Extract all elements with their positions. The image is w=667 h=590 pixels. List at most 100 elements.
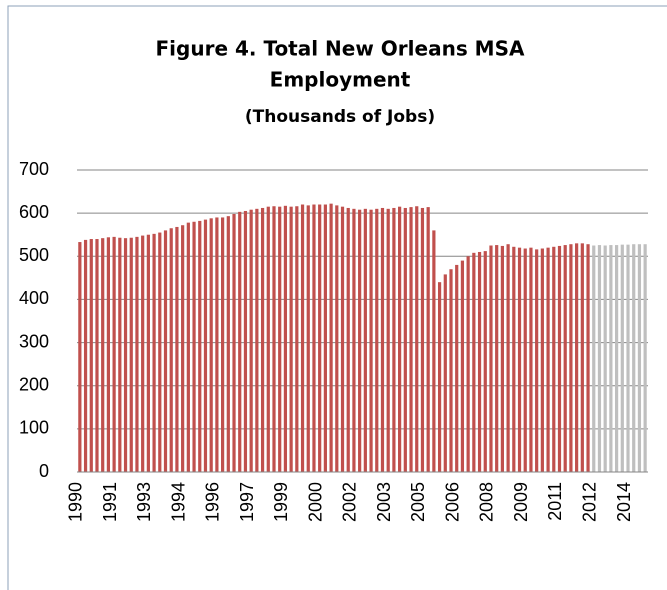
bar xyxy=(443,274,447,472)
chart-subtitle: (Thousands of Jobs) xyxy=(245,107,435,127)
bar xyxy=(129,237,133,472)
bar xyxy=(586,244,590,472)
y-tick-label: 0 xyxy=(39,461,49,481)
bar xyxy=(363,208,367,473)
bar xyxy=(158,232,162,472)
x-tick-label: 1994 xyxy=(168,482,188,522)
bar xyxy=(437,282,442,472)
bar xyxy=(95,239,99,472)
bar xyxy=(483,251,487,472)
bar xyxy=(546,247,550,472)
bar xyxy=(289,206,293,472)
x-tick-label: 1997 xyxy=(237,482,257,522)
bar xyxy=(335,205,339,472)
bar xyxy=(312,204,316,472)
bar xyxy=(398,206,402,472)
bar xyxy=(106,237,111,472)
bar xyxy=(517,247,522,472)
bar xyxy=(123,238,128,472)
bar xyxy=(637,244,642,472)
bar xyxy=(614,245,619,472)
x-tick-label: 1991 xyxy=(100,482,120,522)
bar xyxy=(283,205,288,472)
frame xyxy=(7,5,667,590)
bar xyxy=(380,207,385,473)
bar xyxy=(477,251,482,472)
y-tick-label: 200 xyxy=(19,374,49,394)
y-tick-label: 700 xyxy=(19,159,49,179)
bar xyxy=(266,206,270,472)
bar xyxy=(226,216,230,472)
bar xyxy=(512,246,516,472)
y-tick-label: 100 xyxy=(19,418,49,438)
bar xyxy=(346,207,350,473)
bar xyxy=(592,245,596,472)
bar xyxy=(163,230,168,472)
bar xyxy=(449,269,453,472)
bar xyxy=(295,206,299,473)
bar xyxy=(249,209,253,473)
y-tick-label: 600 xyxy=(19,202,49,222)
x-tick-label: 2006 xyxy=(442,482,462,522)
bar xyxy=(141,235,145,472)
bar xyxy=(415,206,419,473)
bar xyxy=(175,226,179,472)
bar xyxy=(181,225,185,472)
bar xyxy=(118,237,122,472)
bar xyxy=(506,244,510,472)
bar xyxy=(278,206,282,472)
x-tick-label: 2002 xyxy=(340,482,360,522)
x-tick-label: 1990 xyxy=(66,482,86,522)
bar xyxy=(500,245,504,472)
bar xyxy=(135,236,139,472)
bar xyxy=(352,208,356,473)
bar xyxy=(620,244,624,472)
bar xyxy=(329,203,333,472)
bar xyxy=(89,239,93,472)
bar xyxy=(146,234,150,472)
bar xyxy=(603,245,607,472)
bar xyxy=(460,260,465,472)
bar xyxy=(255,208,259,473)
bar xyxy=(306,205,310,472)
x-tick-label: 1993 xyxy=(134,482,154,522)
bar xyxy=(535,249,539,472)
bar xyxy=(426,207,430,473)
x-tick-label: 2012 xyxy=(580,482,600,522)
bar xyxy=(323,204,327,472)
bar xyxy=(375,208,379,473)
bar xyxy=(643,244,647,472)
bar xyxy=(192,221,196,472)
chart-title: Figure 4. Total New Orleans MSA xyxy=(156,37,525,61)
bar xyxy=(409,207,413,473)
bar xyxy=(238,211,242,472)
x-tick-label: 2008 xyxy=(477,482,497,522)
bar xyxy=(540,248,544,472)
bar xyxy=(563,245,567,472)
x-tick-label: 2003 xyxy=(374,482,394,522)
bar xyxy=(203,219,208,472)
bar xyxy=(432,230,436,472)
bar xyxy=(318,204,322,472)
y-tick-label: 400 xyxy=(19,288,49,308)
bar xyxy=(580,243,584,472)
bar xyxy=(215,217,219,472)
bar xyxy=(169,228,173,472)
x-tick-label: 2011 xyxy=(545,482,565,521)
bar xyxy=(403,207,407,473)
chart-title: Employment xyxy=(270,68,411,92)
bar xyxy=(243,210,248,472)
bar xyxy=(632,244,636,472)
bar xyxy=(472,252,476,472)
x-tick-label: 2005 xyxy=(408,482,428,522)
x-tick-label: 2009 xyxy=(511,482,531,522)
x-tick-label: 2014 xyxy=(614,482,634,522)
bar xyxy=(186,222,190,472)
bar xyxy=(597,245,602,472)
bar xyxy=(552,246,556,472)
bar xyxy=(232,214,236,472)
bar xyxy=(609,245,613,472)
bar xyxy=(78,242,82,472)
bar xyxy=(489,245,493,472)
